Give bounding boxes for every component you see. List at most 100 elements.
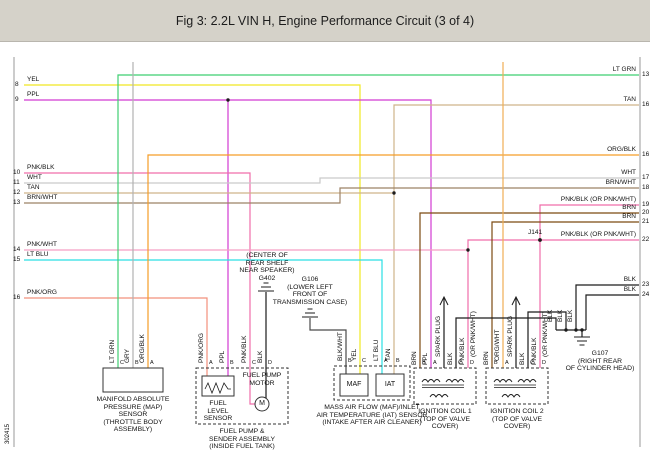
map-sensor-caption: MANIFOLD ABSOLUTE PRESSURE (MAP) SENSOR … [96,396,170,434]
right-pin-number: 23 [642,281,650,288]
maf-iat-caption: MASS AIR FLOW (MAF)/INLET AIR TEMPERATUR… [316,404,428,427]
motor-m-symbol: M [259,400,265,407]
fuel-level-sensor-box [201,375,235,397]
wire-wht [24,177,639,184]
wire-color-label: PPL [27,90,40,98]
wire-color-label: PNK/BLK (OR PNK/WHT) [560,195,636,203]
figure-title: Fig 3: 2.2L VIN H, Engine Performance Ci… [175,13,475,28]
wire-color-label: WHT [621,168,636,176]
junction-dot [574,328,578,332]
pin-letter: B [396,358,400,364]
wire-pnk-blk-motor-stub [249,368,255,405]
pin-letter: D [268,360,272,366]
left-pin-number: 14 [13,246,21,253]
ground-g107-label: G107 (RIGHT REAR OF CYLINDER HEAD) [565,350,635,373]
pin-letter: A [384,358,388,364]
left-pin-number: 9 [15,96,19,103]
iat-box-label: IAT [384,381,396,388]
wire-color-label: BLK [567,309,574,322]
wire-color-label: BRN [622,203,636,211]
junction-dot [564,328,568,332]
wire-color-label: PNK/ORG [198,333,205,363]
spark-plug-arrow-coil1 [439,295,449,306]
pin-letter: D [470,360,474,366]
pin-letter: C [530,360,534,366]
wire-color-label: BRN [411,351,418,365]
right-pin-number: 18 [642,184,650,191]
wire-color-label: YEL [27,75,40,83]
wire-ign-feed [467,239,639,368]
wire-color-label: ORG/WHT [494,329,501,361]
wire-pnk-org-fuel [24,297,208,376]
right-pin-number: 21 [642,218,650,225]
wire-color-label: PNK/ORG [27,288,57,296]
wire-color-label: PPL [219,350,226,363]
ground-symbol-g106 [302,308,318,318]
wire-color-label: BLK [257,350,264,363]
pin-letter: B [348,358,352,364]
junction-dot [580,328,584,332]
wire-color-label: BLK [623,275,636,283]
right-pin-number: 20 [642,209,650,216]
wire-blk-coil2-ground [527,311,567,368]
coil1-winding-symbol [421,379,465,398]
ground-g106-label: G106 (LOWER LEFT FRONT OF TRANSMISSION C… [272,276,348,306]
ground-symbol-g402 [258,282,274,292]
wire-color-label: PNK/BLK [241,335,248,363]
wire-color-label: PNK/BLK [27,163,55,171]
wire-color-label: PNK/WHT [27,240,57,248]
right-pin-number: 24 [642,291,650,298]
wire-color-label: BLK [447,352,454,365]
fuel-assembly-box [195,367,289,425]
right-pin-number: 22 [642,236,650,243]
wire-color-label: LT BLU [373,339,380,361]
wire-color-label: TAN [623,95,636,103]
wire-color-label: LT BLU [27,250,49,258]
wire-color-label: BRN [483,351,490,365]
wire-tan-iat [393,104,639,374]
junction-dot [466,248,470,252]
maf-box-label: MAF [346,381,362,388]
wire-brn-coil1 [419,212,639,368]
ground-g402-label: (CENTER OF REAR SHELF NEAR SPEAKER) G402 [239,252,295,282]
wire-color-label: BRN/WHT [605,178,636,186]
maf-box [339,373,369,397]
wire-color-label: BLK/WHT [337,332,344,361]
wire-color-label: BLK [557,309,564,322]
wire-color-label: YEL [351,348,358,361]
left-pin-number: 15 [13,256,21,263]
pin-letter: A [209,360,213,366]
wire-blk-coil1-ground [455,317,557,368]
left-pin-number: 11 [13,179,20,186]
wire-color-label: GRY [124,349,131,363]
wire-lt-grn-map [117,74,639,368]
left-pin-number: 13 [13,199,21,206]
wire-color-label: PNK/BLK (OR PNK/WHT) [560,230,636,238]
wire-blk-right-24 [585,294,639,330]
pin-letter: B [422,360,426,366]
left-pin-number: 16 [13,294,21,301]
fuel-pump-motor-caption: FUEL PUMP MOTOR [242,372,282,387]
wire-color-label: BLK [547,309,554,322]
pin-letter: B [135,360,139,366]
splice-j141-dot [538,238,542,242]
wire-brn-wht [24,187,639,204]
ground-symbol-g107 [574,336,590,346]
wire-blk-wht-maf-ground [309,318,347,374]
spark-plug-label: SPARK PLUG [435,315,442,357]
iat-box [375,373,405,397]
wire-color-label: BLK [519,352,526,365]
wire-ign-feed-coil2 [539,204,639,368]
junction-dot [392,191,396,195]
right-pin-number: 13 [642,71,650,78]
left-pin-number: 12 [13,189,21,196]
wire-color-label: ORG/BLK [607,145,636,153]
pin-letter: D [542,360,546,366]
pin-letter: A [505,360,509,366]
wire-color-label: WHT [27,173,42,181]
right-pin-number: 16 [642,101,650,108]
wire-lt-blu-iat [24,259,383,374]
ignition-coil1-box [413,367,477,405]
wire-pnk-blk-fuel [24,172,251,368]
